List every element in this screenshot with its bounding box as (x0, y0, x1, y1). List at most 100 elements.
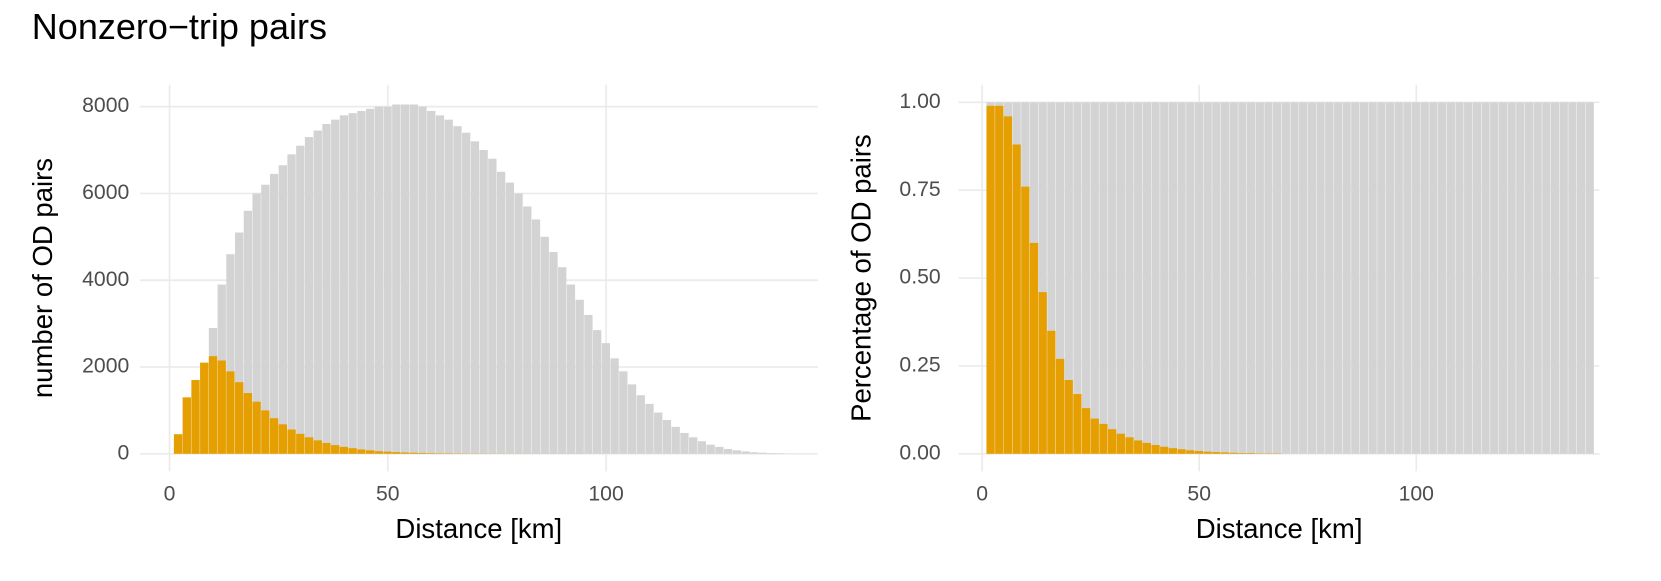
histogram-bar (488, 158, 497, 454)
histogram-bar (409, 452, 418, 454)
y-tick-label: 6000 (82, 181, 129, 204)
histogram-bar (1524, 102, 1534, 454)
x-axis-title: Distance [km] (395, 513, 562, 544)
histogram-bar (1394, 102, 1403, 454)
histogram-bar (1220, 452, 1230, 454)
x-tick-label: 50 (376, 482, 400, 505)
histogram-bar (1134, 440, 1143, 454)
histogram-bar (427, 453, 436, 454)
histogram-bar (523, 206, 532, 454)
histogram-bar (1029, 242, 1039, 454)
histogram-bar (1160, 446, 1169, 454)
histogram-bar (287, 429, 296, 454)
histogram-bar (566, 284, 576, 454)
histogram-bar (619, 371, 628, 454)
histogram-bar (1472, 102, 1481, 454)
histogram-bar (1229, 102, 1238, 454)
histogram-bar (758, 452, 768, 454)
histogram-bar (1464, 102, 1473, 454)
histogram-bar (365, 108, 375, 454)
histogram-bar (252, 193, 261, 454)
histogram-bar (1090, 102, 1099, 454)
histogram-bar (1542, 102, 1551, 454)
histogram-bar (269, 418, 279, 454)
y-tick-label: 8000 (82, 94, 129, 117)
histogram-bar (1116, 102, 1125, 454)
histogram-bar (331, 119, 340, 454)
histogram-bar (1220, 102, 1230, 454)
histogram-bar (1246, 102, 1256, 454)
histogram-bar (601, 343, 611, 454)
histogram-bar (1377, 102, 1386, 454)
histogram-bar (200, 362, 209, 454)
histogram-bar (339, 446, 349, 454)
histogram-bar (496, 171, 506, 454)
x-tick-label: 0 (164, 482, 176, 505)
histogram-bar (235, 382, 244, 454)
histogram-bar (269, 173, 279, 454)
histogram-bar (1403, 102, 1412, 454)
histogram-bar (1064, 102, 1073, 454)
histogram-bar (610, 358, 619, 454)
histogram-bar (1125, 102, 1134, 454)
histogram-bar (1438, 102, 1447, 454)
histogram-bar (243, 393, 253, 454)
histogram-bar (1420, 102, 1429, 454)
histogram-bar (1081, 408, 1091, 454)
histogram-bar (374, 106, 384, 454)
y-axis-title: number of OD pairs (27, 158, 58, 398)
histogram-bar (444, 119, 453, 454)
histogram-bar (1108, 102, 1117, 454)
histogram-bar (1099, 423, 1108, 454)
histogram-bar (287, 154, 296, 454)
histogram-bar (680, 432, 689, 454)
histogram-bar (1186, 450, 1195, 454)
histogram-bar (1047, 102, 1056, 454)
histogram-bar (1151, 102, 1160, 454)
histogram-bar (1325, 102, 1334, 454)
histogram-bar (374, 451, 384, 454)
histogram-bar (575, 299, 584, 454)
histogram-bar (689, 437, 698, 454)
histogram-bar (1550, 102, 1560, 454)
histogram-bar (357, 449, 366, 454)
histogram-bar (1090, 418, 1099, 454)
histogram-bar (278, 424, 287, 454)
histogram-bar (453, 126, 462, 454)
histogram-bar (750, 452, 759, 454)
histogram-bar (671, 426, 680, 454)
histogram-bar (697, 441, 707, 454)
histogram-bar (365, 450, 375, 454)
histogram-bar (1038, 102, 1047, 454)
histogram-bar (383, 451, 392, 454)
histogram-bar (1411, 102, 1421, 454)
histogram-bar (418, 106, 427, 454)
histogram-bar (1177, 449, 1186, 454)
histogram-bar (1307, 102, 1317, 454)
histogram-bar (1273, 102, 1282, 454)
histogram-bar (1142, 102, 1152, 454)
histogram-bar (1368, 102, 1377, 454)
histogram-bar (1446, 102, 1455, 454)
histogram-bar (1194, 450, 1204, 454)
histogram-bar (1073, 102, 1082, 454)
histogram-bar (243, 210, 253, 454)
histogram-bar (392, 104, 401, 454)
histogram-bar (1142, 442, 1152, 454)
histogram-bar (1073, 394, 1082, 454)
histogram-bar (1568, 102, 1577, 454)
histogram-bar (261, 410, 270, 454)
histogram-bar (1081, 102, 1091, 454)
histogram-bar (1533, 102, 1542, 454)
histogram-bar (1481, 102, 1490, 454)
histogram-bar (479, 150, 488, 454)
histogram-bar (182, 397, 191, 454)
histogram-bar (173, 434, 183, 454)
histogram-bar (1203, 451, 1212, 454)
histogram-bar (1238, 453, 1247, 454)
y-tick-label: 4000 (82, 268, 129, 291)
histogram-bar (662, 419, 672, 454)
histogram-bar (1429, 102, 1438, 454)
y-tick-label: 0.50 (899, 266, 940, 289)
histogram-bar (1203, 102, 1212, 454)
